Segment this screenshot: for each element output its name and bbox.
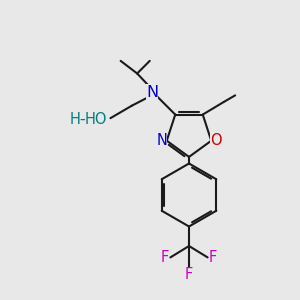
Text: N: N	[146, 85, 158, 100]
Text: O: O	[211, 133, 222, 148]
Text: N: N	[156, 133, 167, 148]
Text: HO: HO	[85, 112, 107, 127]
Text: F: F	[185, 267, 193, 282]
Text: H–O: H–O	[69, 112, 99, 128]
Text: F: F	[161, 250, 169, 265]
Text: F: F	[209, 250, 217, 265]
